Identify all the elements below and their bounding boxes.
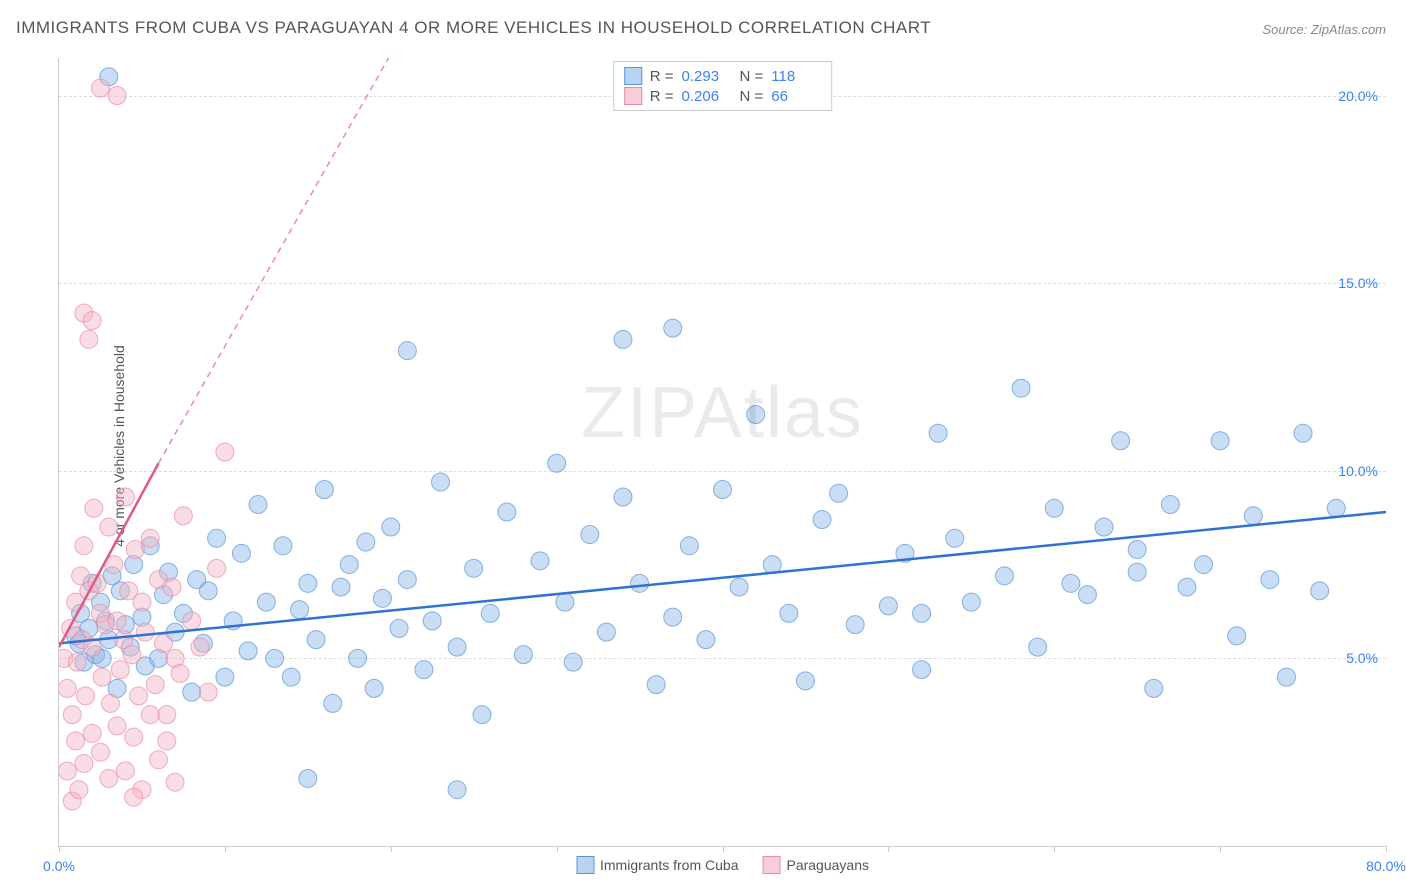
plot-svg (59, 58, 1386, 846)
x-tick-label: 80.0% (1366, 858, 1406, 874)
swatch-cuba (624, 67, 642, 85)
legend-correlation: R = 0.293 N = 118 R = 0.206 N = 66 (613, 61, 833, 111)
legend-item-paraguay: Paraguayans (762, 856, 869, 874)
swatch-cuba-bottom (576, 856, 594, 874)
chart-container: IMMIGRANTS FROM CUBA VS PARAGUAYAN 4 OR … (0, 0, 1406, 892)
chart-title: IMMIGRANTS FROM CUBA VS PARAGUAYAN 4 OR … (16, 18, 931, 38)
source-label: Source: ZipAtlas.com (1262, 22, 1386, 37)
swatch-paraguay-bottom (762, 856, 780, 874)
n-cuba: 118 (771, 68, 821, 85)
x-tick-label: 0.0% (43, 858, 75, 874)
legend-row-paraguay: R = 0.206 N = 66 (624, 86, 822, 106)
legend-series: Immigrants from Cuba Paraguayans (576, 856, 869, 874)
legend-row-cuba: R = 0.293 N = 118 (624, 66, 822, 86)
plot-area: ZIPAtlas R = 0.293 N = 118 R = 0.206 N =… (58, 58, 1386, 847)
swatch-paraguay (624, 87, 642, 105)
r-cuba: 0.293 (682, 68, 732, 85)
legend-label-paraguay: Paraguayans (786, 857, 869, 873)
legend-item-cuba: Immigrants from Cuba (576, 856, 738, 874)
n-paraguay: 66 (771, 88, 821, 105)
r-paraguay: 0.206 (682, 88, 732, 105)
legend-label-cuba: Immigrants from Cuba (600, 857, 738, 873)
